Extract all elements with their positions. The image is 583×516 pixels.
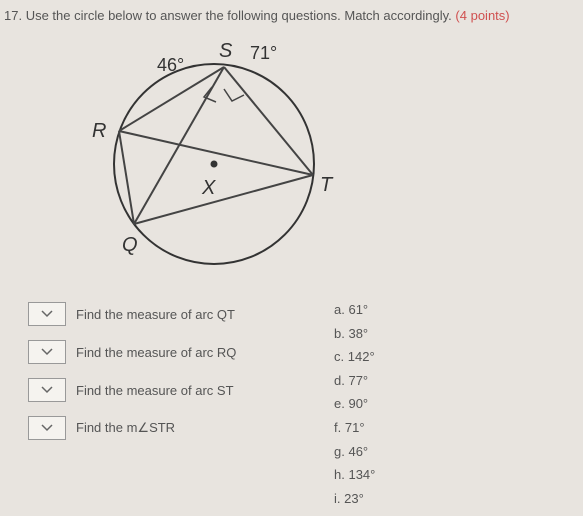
answer-option: c. 142° [334, 349, 375, 365]
answer-option: a. 61° [334, 302, 375, 318]
dropdown-select[interactable] [28, 302, 66, 326]
answer-option: d. 77° [334, 373, 375, 389]
match-label: Find the measure of arc ST [76, 383, 234, 398]
answer-option: i. 23° [334, 491, 375, 507]
match-row: Find the m∠STR [4, 416, 324, 440]
chevron-down-icon [41, 348, 53, 356]
question-points: (4 points) [455, 8, 509, 23]
point-X-label: X [201, 177, 216, 199]
angle-mark-2 [224, 89, 244, 101]
match-label: Find the measure of arc RQ [76, 345, 236, 360]
match-row: Find the measure of arc QT [4, 302, 324, 326]
angle-46-label: 46° [157, 55, 184, 75]
question-prompt: Use the circle below to answer the follo… [26, 8, 452, 23]
match-row: Find the measure of arc RQ [4, 340, 324, 364]
line-RQ [119, 131, 134, 224]
center-dot [211, 161, 218, 168]
chevron-down-icon [41, 386, 53, 394]
point-S-label: S [219, 40, 233, 62]
answer-option: e. 90° [334, 396, 375, 412]
circle-diagram: 46° S 71° R X T Q [64, 29, 579, 294]
dropdown-select[interactable] [28, 416, 66, 440]
angle-71-label: 71° [250, 43, 277, 63]
answer-column: a. 61° b. 38° c. 142° d. 77° e. 90° f. 7… [324, 302, 375, 514]
line-RT [119, 131, 313, 175]
answer-option: b. 38° [334, 326, 375, 342]
chevron-down-icon [41, 424, 53, 432]
point-T-label: T [320, 174, 334, 196]
dropdown-select[interactable] [28, 378, 66, 402]
diagram-svg: 46° S 71° R X T Q [64, 29, 364, 289]
question-number: 17. [4, 8, 22, 23]
point-R-label: R [92, 120, 106, 142]
match-label: Find the m∠STR [76, 420, 175, 436]
question-header: 17. Use the circle below to answer the f… [4, 8, 579, 23]
match-column: Find the measure of arc QT Find the meas… [4, 302, 324, 514]
dropdown-select[interactable] [28, 340, 66, 364]
answer-option: f. 71° [334, 420, 375, 436]
answer-option: g. 46° [334, 444, 375, 460]
lower-section: Find the measure of arc QT Find the meas… [4, 302, 579, 514]
match-row: Find the measure of arc ST [4, 378, 324, 402]
chevron-down-icon [41, 310, 53, 318]
answer-option: h. 134° [334, 467, 375, 483]
line-QT [134, 175, 313, 224]
point-Q-label: Q [122, 234, 138, 256]
match-label: Find the measure of arc QT [76, 307, 235, 322]
